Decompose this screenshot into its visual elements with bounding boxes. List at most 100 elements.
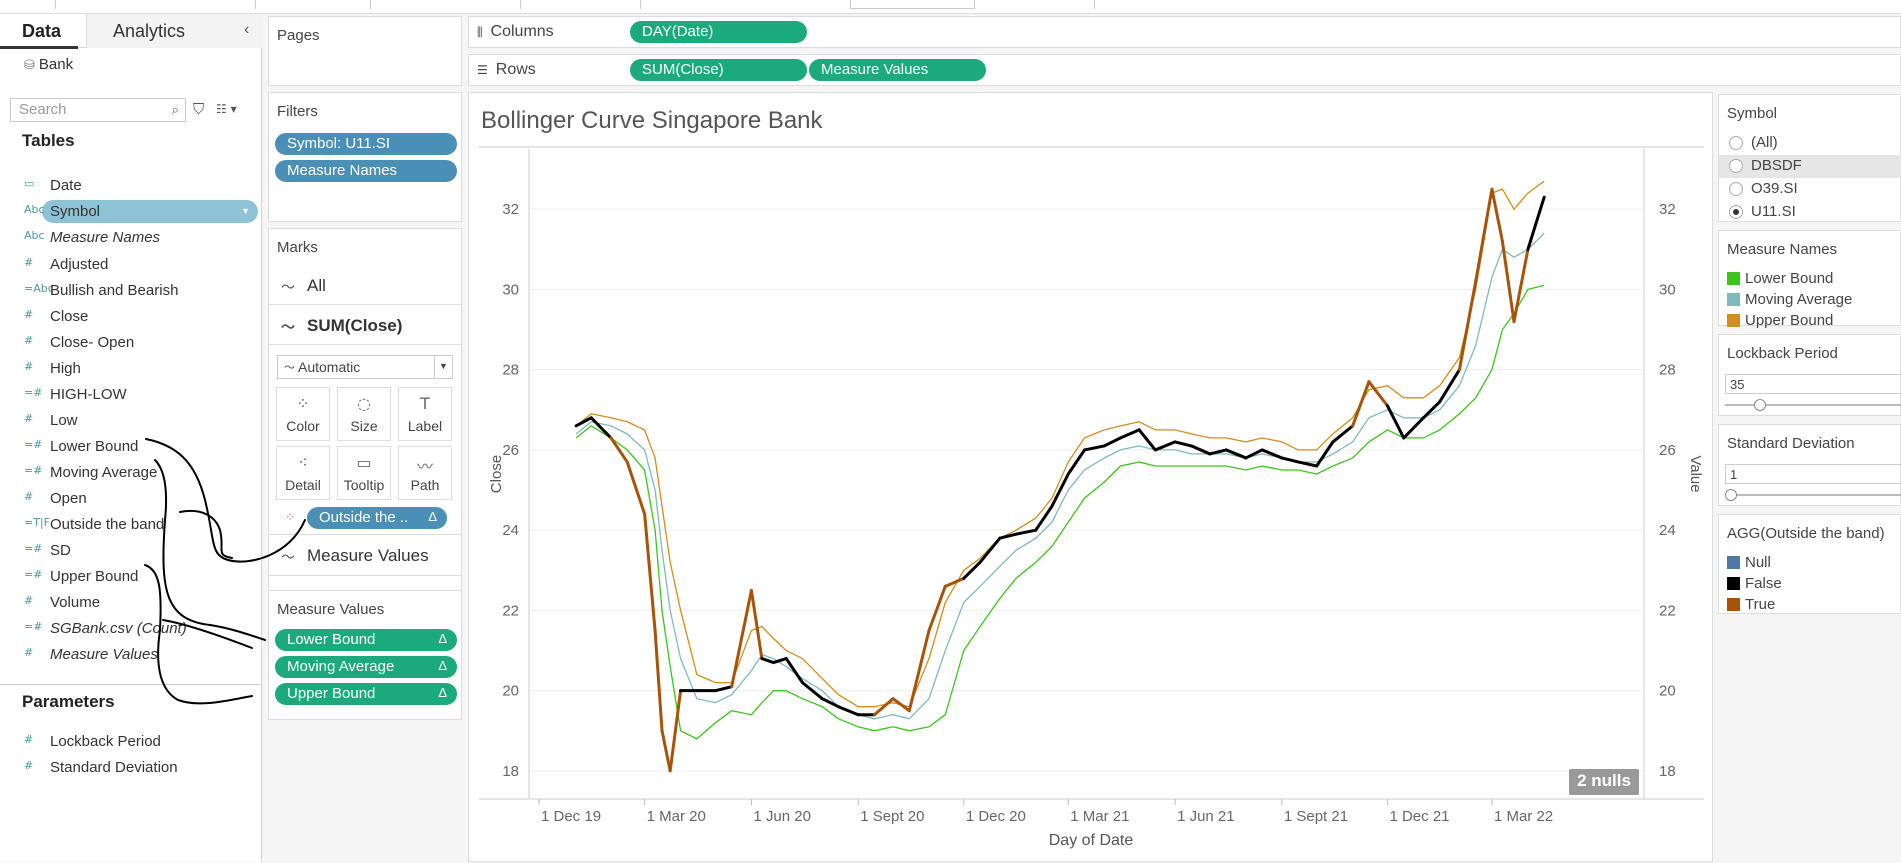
measure-value-pill[interactable]: Upper Bound Δ bbox=[275, 683, 457, 705]
field-item[interactable]: =# Lower Bound bbox=[0, 435, 236, 459]
field-item[interactable]: # High bbox=[0, 357, 236, 381]
chevron-left-icon[interactable]: ‹ bbox=[244, 21, 250, 38]
view-options-icon[interactable]: ☷ ▾ bbox=[216, 102, 237, 116]
data-pane: Data Analytics ‹ ⛁ Bank Search ⌕ ⛉ ☷ ▾ Ta… bbox=[0, 14, 262, 862]
close-segment bbox=[978, 536, 1002, 564]
field-label: Close- Open bbox=[50, 334, 135, 351]
symbol-option[interactable]: DBSDF bbox=[1719, 155, 1901, 178]
measure-icon: # bbox=[24, 594, 34, 607]
marks-path-button[interactable]: 〰 Path bbox=[398, 446, 452, 500]
color-pill-outside-band[interactable]: Outside the .. Δ bbox=[307, 507, 447, 529]
close-segment bbox=[1224, 448, 1248, 460]
field-label: Bullish and Bearish bbox=[50, 282, 179, 299]
abc-icon: Abc bbox=[24, 203, 45, 216]
radio-icon[interactable] bbox=[1729, 159, 1743, 173]
measure-icon: # bbox=[24, 256, 34, 269]
field-item[interactable]: =T|F Outside the band bbox=[0, 513, 236, 537]
field-item[interactable]: =# SD bbox=[0, 539, 236, 563]
columns-label-wrap: ⫼ Columns bbox=[477, 23, 554, 41]
field-item[interactable]: # Close- Open bbox=[0, 331, 236, 355]
columns-pill-day-date[interactable]: DAY(Date) bbox=[630, 21, 807, 43]
field-item[interactable]: ▭ Date bbox=[0, 174, 236, 198]
radio-icon[interactable] bbox=[1729, 182, 1743, 196]
field-label: Measure Values bbox=[50, 646, 158, 663]
close-segment bbox=[1280, 456, 1300, 464]
marks-close-row[interactable]: 〜 SUM(Close) bbox=[269, 307, 461, 345]
field-item[interactable]: =# Moving Average bbox=[0, 461, 236, 485]
symbol-option[interactable]: O39.SI bbox=[1719, 178, 1901, 201]
sd-slider-knob[interactable] bbox=[1725, 489, 1737, 501]
field-item[interactable]: Abc Measure Names bbox=[0, 226, 236, 250]
marks-color-button[interactable]: ⁘ Color bbox=[276, 387, 330, 441]
x-tick-label: 1 Jun 20 bbox=[753, 808, 811, 825]
columns-shelf[interactable]: ⫼ Columns DAY(Date) bbox=[468, 16, 1901, 48]
chart-svg[interactable]: 18 18 20 20 22 22 24 24 26 26 28 28 30 30 32 32 1 Dec 19… bbox=[469, 93, 1714, 863]
symbol-option[interactable]: (All) bbox=[1719, 132, 1901, 155]
field-label: Moving Average bbox=[50, 464, 158, 481]
marks-button-label: Color bbox=[286, 418, 320, 434]
measure-value-label: Lower Bound bbox=[287, 631, 376, 648]
filter-pill-measure-names[interactable]: Measure Names bbox=[275, 160, 457, 182]
mark-type-value: Automatic bbox=[298, 359, 361, 375]
radio-icon[interactable] bbox=[1729, 136, 1743, 150]
search-input[interactable]: Search ⌕ bbox=[10, 98, 186, 122]
field-item[interactable]: =Abc Bullish and Bearish bbox=[0, 279, 236, 303]
measure-icon: # bbox=[24, 360, 34, 373]
measure-icon: # bbox=[24, 646, 34, 659]
measure-value-pill[interactable]: Moving Average Δ bbox=[275, 656, 457, 678]
field-item[interactable]: =# SGBank.csv (Count) bbox=[0, 617, 236, 641]
radio-icon[interactable] bbox=[1729, 205, 1743, 219]
parameter-item[interactable]: # Standard Deviation bbox=[0, 756, 236, 780]
field-item[interactable]: # Close bbox=[0, 305, 236, 329]
close-segment bbox=[1385, 404, 1406, 440]
rows-pill-measure-values[interactable]: Measure Values bbox=[809, 59, 986, 81]
marks-detail-button[interactable]: ⁖ Detail bbox=[276, 446, 330, 500]
rows-pill-sum-close[interactable]: SUM(Close) bbox=[630, 59, 807, 81]
field-item[interactable]: =# Upper Bound bbox=[0, 565, 236, 589]
calc-abc-icon: =Abc bbox=[24, 282, 54, 295]
worksheet: Bollinger Curve Singapore Bank 18 18 20 20 2… bbox=[468, 92, 1713, 862]
symbol-option[interactable]: U11.SI bbox=[1719, 201, 1901, 224]
field-item[interactable]: # Adjusted bbox=[0, 253, 236, 277]
datasource-row[interactable]: ⛁ Bank bbox=[24, 56, 73, 73]
line-mark-icon: 〜 bbox=[281, 279, 295, 295]
filter-icon[interactable]: ⛉ bbox=[193, 100, 205, 118]
marks-tooltip-button[interactable]: ▭ Tooltip bbox=[337, 446, 391, 500]
chevron-down-icon[interactable]: ▼ bbox=[241, 206, 250, 216]
y-tick-label-right: 18 bbox=[1659, 763, 1676, 780]
nulls-indicator[interactable]: 2 nulls bbox=[1569, 769, 1639, 795]
marks-label-button[interactable]: T Label bbox=[398, 387, 452, 441]
field-item[interactable]: Abc Symbol bbox=[0, 200, 236, 224]
lockback-slider[interactable] bbox=[1725, 399, 1901, 411]
sd-input[interactable]: 1 bbox=[1725, 464, 1901, 484]
mark-type-select[interactable]: Automatic 〜 ▼ bbox=[277, 355, 453, 379]
legend-item[interactable]: False bbox=[1719, 574, 1901, 595]
legend-item[interactable]: Lower Bound bbox=[1719, 269, 1901, 290]
field-item[interactable]: # Open bbox=[0, 487, 236, 511]
field-item[interactable]: # Low bbox=[0, 409, 236, 433]
marks-all-row[interactable]: 〜 All bbox=[269, 267, 461, 305]
rows-shelf[interactable]: ☰ Rows SUM(Close) Measure Values bbox=[468, 54, 1901, 86]
close-segment bbox=[1331, 424, 1355, 444]
parameter-item[interactable]: # Lockback Period bbox=[0, 730, 236, 754]
legend-item[interactable]: True bbox=[1719, 595, 1901, 616]
filters-card[interactable]: Filters Symbol: U11.SI Measure Names bbox=[268, 92, 462, 222]
sd-slider[interactable] bbox=[1725, 489, 1901, 501]
legend-item[interactable]: Upper Bound bbox=[1719, 311, 1901, 332]
field-item[interactable]: # Measure Values bbox=[0, 643, 236, 667]
tab-analytics[interactable]: Analytics bbox=[113, 21, 186, 41]
measure-value-pill[interactable]: Lower Bound Δ bbox=[275, 629, 457, 651]
legend-item[interactable]: Moving Average bbox=[1719, 290, 1901, 311]
pages-card[interactable]: Pages bbox=[268, 16, 462, 86]
field-item[interactable]: # Volume bbox=[0, 591, 236, 615]
marks-size-button[interactable]: ◌ Size bbox=[337, 387, 391, 441]
legend-item[interactable]: Null bbox=[1719, 553, 1901, 574]
lockback-input[interactable]: 35 bbox=[1725, 374, 1901, 394]
x-tick-label: 1 Dec 20 bbox=[966, 808, 1026, 825]
marks-measure-values-row[interactable]: 〜 Measure Values bbox=[268, 534, 462, 576]
tab-data[interactable]: Data bbox=[22, 21, 62, 41]
field-item[interactable]: =# HIGH-LOW bbox=[0, 383, 236, 407]
filter-pill-symbol[interactable]: Symbol: U11.SI bbox=[275, 133, 457, 155]
lockback-slider-knob[interactable] bbox=[1754, 399, 1767, 411]
legend-label: False bbox=[1745, 575, 1782, 592]
